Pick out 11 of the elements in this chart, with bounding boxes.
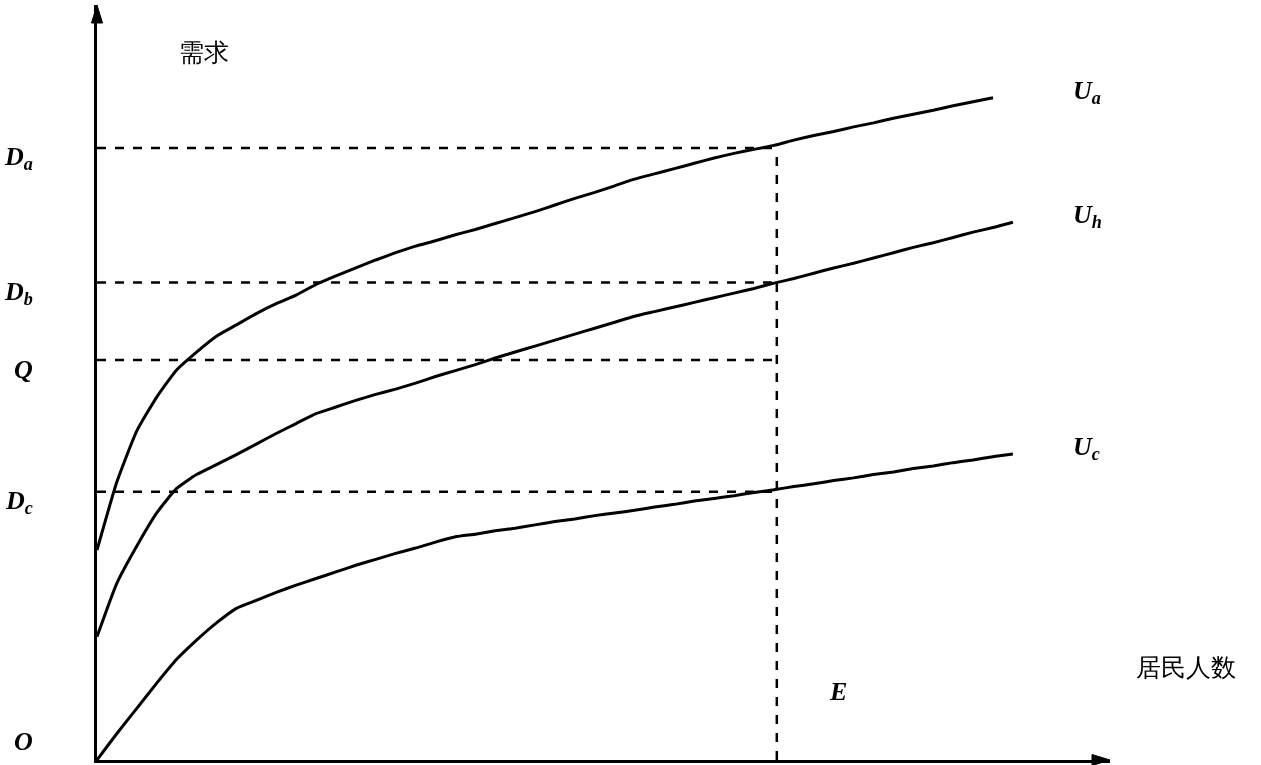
text: U$_{c}$	[1073, 432, 1100, 465]
y-axis-title: 需求	[179, 39, 229, 66]
annotation: E	[829, 677, 848, 706]
text: U$_{a}$	[1073, 76, 1101, 109]
text: U$_{h}$	[1073, 200, 1102, 233]
ref-line-label: Q	[14, 355, 33, 384]
ref-line-label: D$_{a}$	[4, 142, 33, 175]
ref-line-label: D$_{b}$	[4, 277, 33, 310]
text: O	[14, 727, 33, 756]
x-axis-title: 居民人数	[1136, 654, 1236, 681]
ref-line-label: D$_{c}$	[5, 486, 33, 519]
